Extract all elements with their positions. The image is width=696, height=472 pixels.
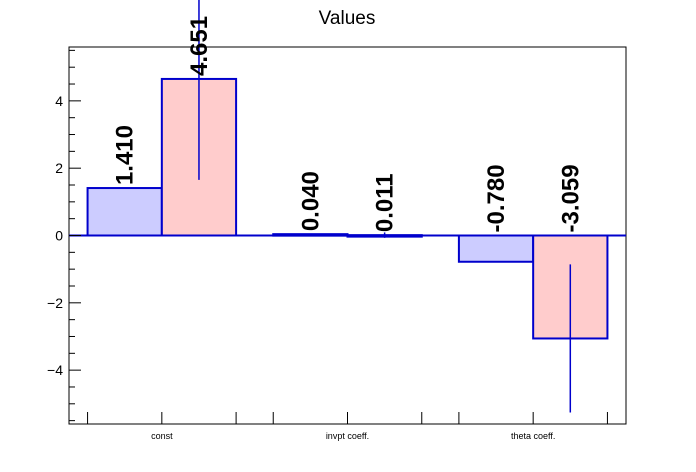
bar-1-1 xyxy=(86,187,163,237)
value-label-2-2: 0.011 xyxy=(372,173,399,232)
y-tick-label: 0 xyxy=(55,228,63,244)
chart-title: Values xyxy=(319,8,376,29)
bar-1-3 xyxy=(457,234,535,263)
x-category-label: const xyxy=(151,431,173,441)
value-label-2-3: -3.059 xyxy=(557,164,584,232)
value-label-1-2: 0.040 xyxy=(297,171,324,231)
x-category-label: invpt coeff. xyxy=(326,431,369,441)
y-tick-label: 4 xyxy=(55,93,63,109)
y-tick-label: −2 xyxy=(47,295,63,311)
value-label-2-1: 4.651 xyxy=(186,16,213,76)
value-label-1-1: 1.410 xyxy=(112,125,139,185)
x-category-label: theta coeff. xyxy=(511,431,555,441)
y-tick-label: 2 xyxy=(55,160,63,176)
bars-group xyxy=(86,0,609,413)
axes-group: −4 −2 0 2 4 const invpt coeff. theta coeff. xyxy=(47,49,626,441)
value-label-1-3: -0.780 xyxy=(483,164,510,232)
value-labels-group: 1.410 0.040 -0.780 4.651 0.011 -3.059 xyxy=(112,16,585,233)
y-tick-label: −4 xyxy=(47,362,63,378)
